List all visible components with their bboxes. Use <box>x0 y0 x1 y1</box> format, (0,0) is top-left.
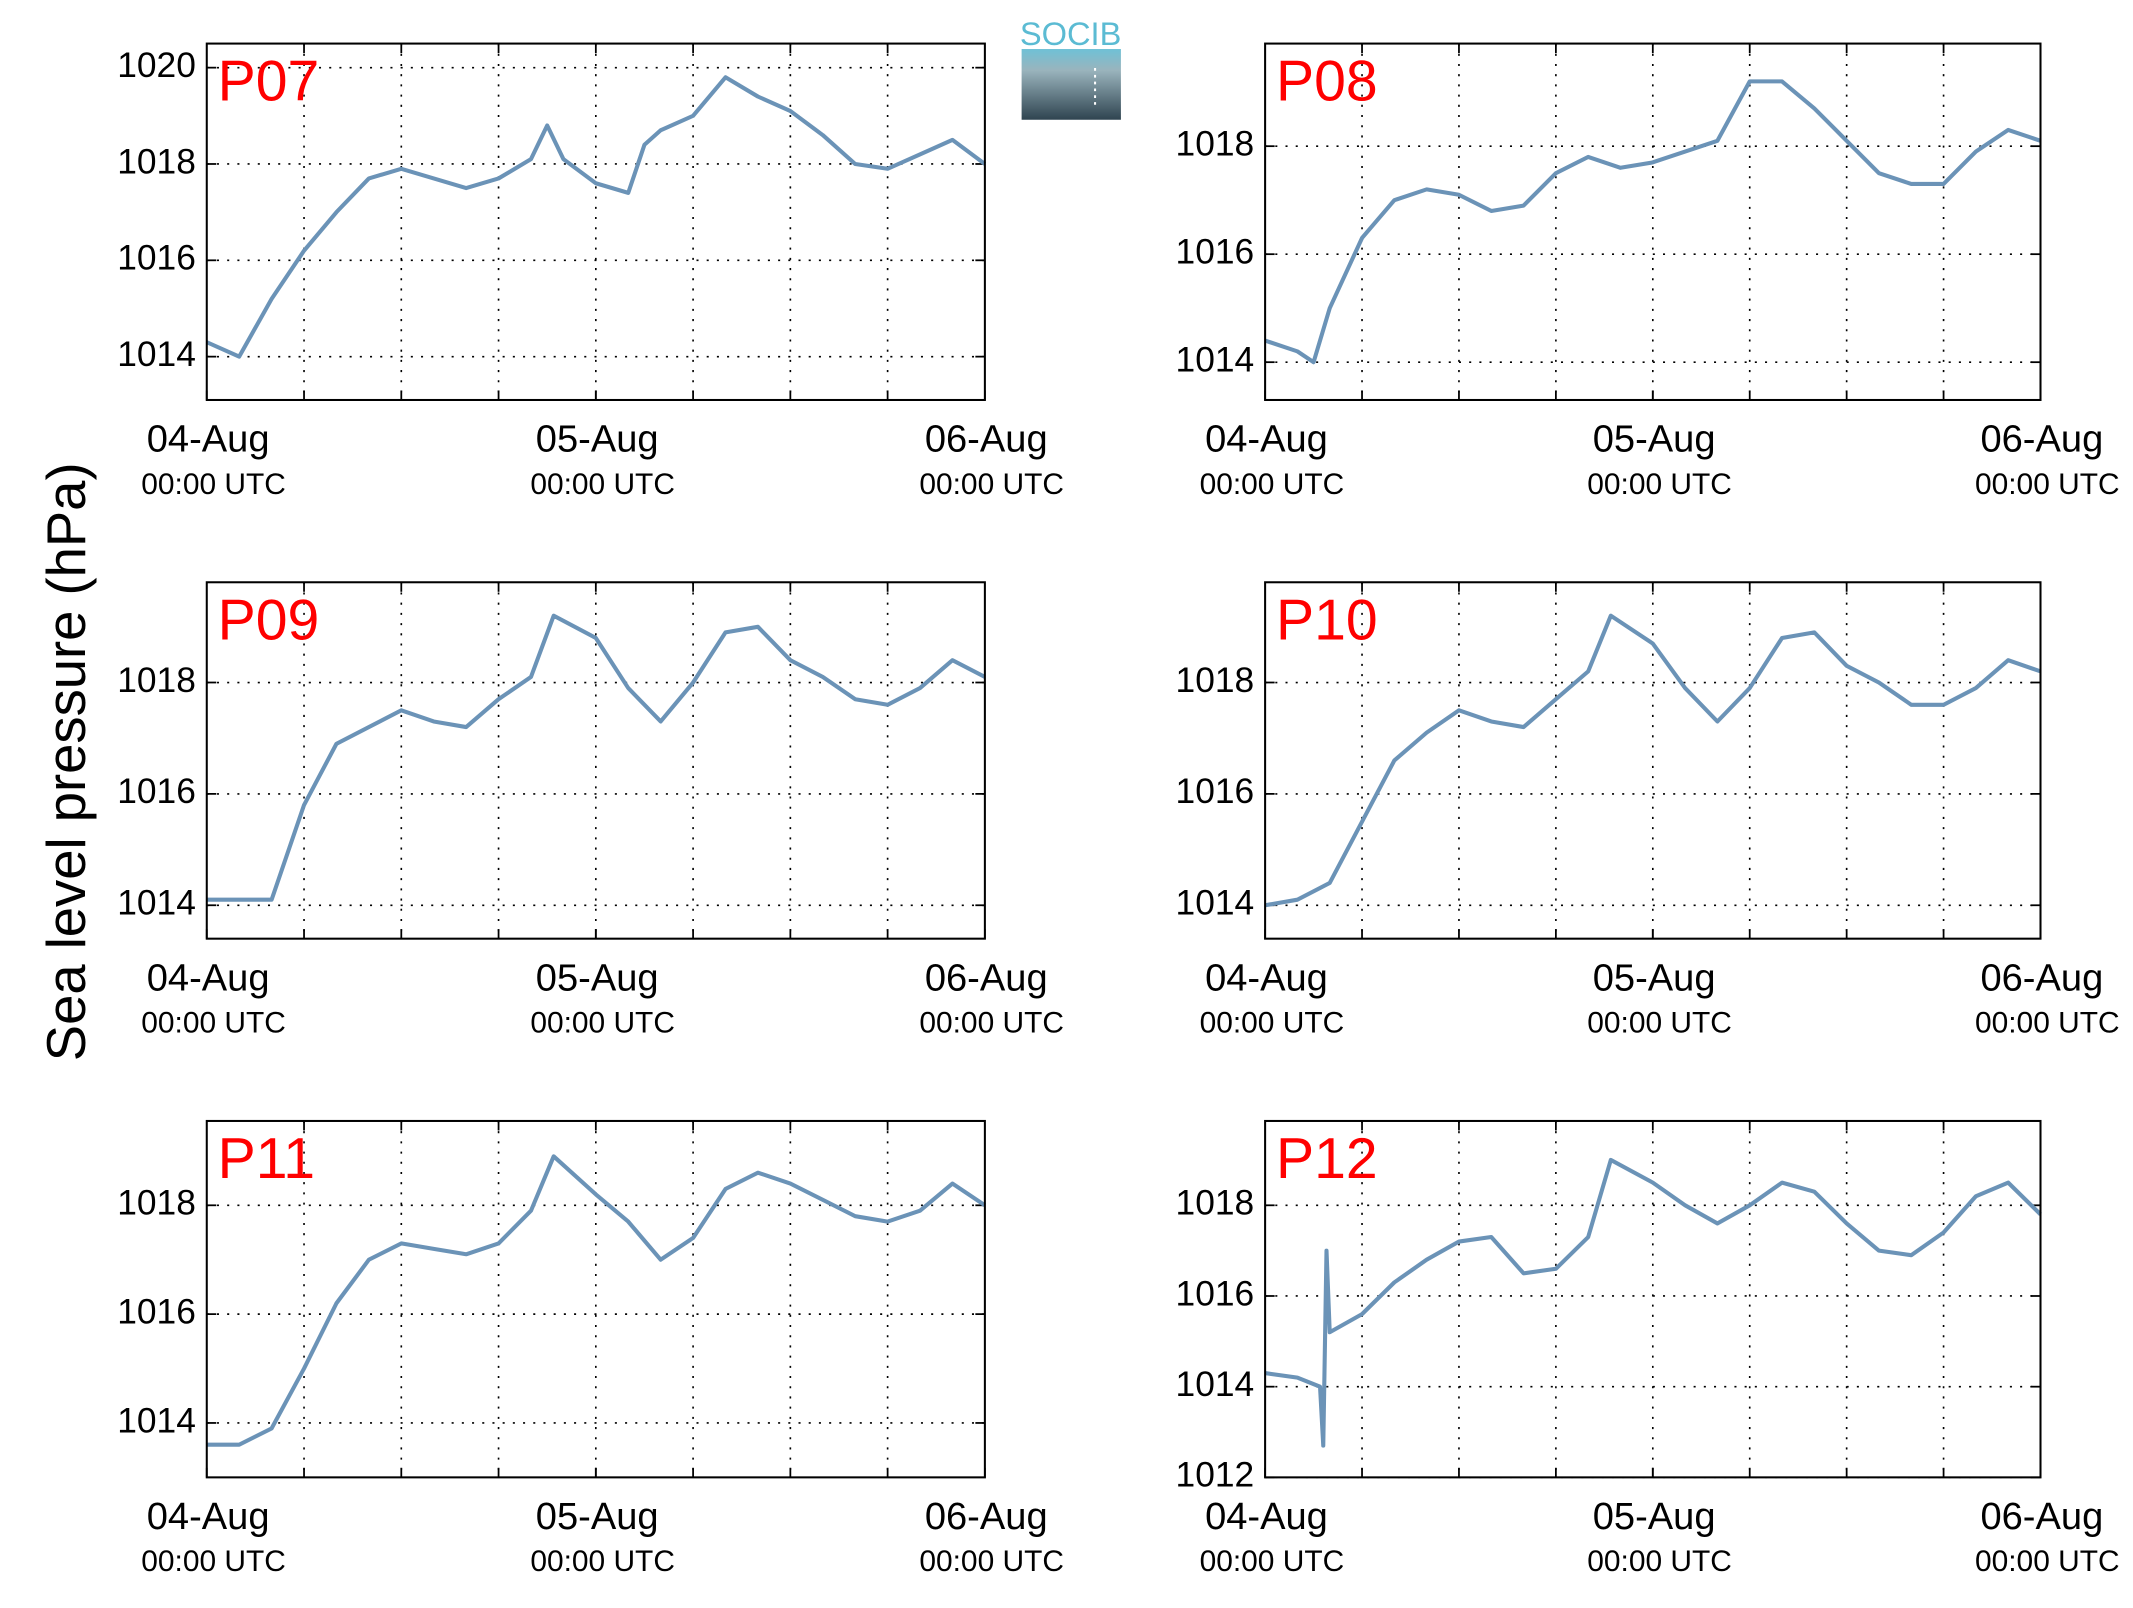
data-line <box>1264 79 2042 365</box>
plot-frame <box>205 42 986 402</box>
data-line <box>1264 1157 2042 1448</box>
y-tick-label: 1014 <box>117 335 196 374</box>
x-tick-sublabel: 00:00 UTC <box>141 1545 286 1578</box>
y-tick-label: 1014 <box>1176 1365 1255 1404</box>
logo-box <box>1021 49 1121 120</box>
y-tick-label: 1016 <box>1176 1274 1255 1313</box>
panel-title: P10 <box>1276 588 1378 652</box>
y-tick-label: 1014 <box>1176 884 1255 923</box>
y-tick-label: 1018 <box>117 661 196 700</box>
data-line <box>1264 613 2042 908</box>
x-tick-label: 04-Aug <box>1205 1496 1328 1538</box>
x-tick-label: 06-Aug <box>925 419 1048 461</box>
y-tick-label: 1014 <box>117 884 196 923</box>
x-tick-sublabel: 00:00 UTC <box>530 1007 675 1040</box>
plot-area <box>206 43 985 400</box>
x-tick-label: 06-Aug <box>925 957 1048 999</box>
x-tick-sublabel: 00:00 UTC <box>1975 468 2120 501</box>
y-tick-label: 1016 <box>117 239 196 278</box>
plot-frame <box>1264 1119 2042 1479</box>
x-tick-sublabel: 00:00 UTC <box>1200 468 1345 501</box>
x-tick-sublabel: 00:00 UTC <box>530 1545 675 1578</box>
y-tick-label: 1014 <box>1176 341 1255 380</box>
panel-title: P11 <box>218 1127 315 1191</box>
x-tick-sublabel: 00:00 UTC <box>1587 1007 1732 1040</box>
plot-area <box>1265 582 2041 939</box>
panel-title: P07 <box>218 50 320 114</box>
x-tick-sublabel: 00:00 UTC <box>919 468 1064 501</box>
x-tick-label: 05-Aug <box>536 1496 659 1538</box>
y-tick-label: 1014 <box>117 1401 196 1440</box>
plot-area <box>1265 1120 2041 1478</box>
x-tick-label: 05-Aug <box>536 419 659 461</box>
x-tick-sublabel: 00:00 UTC <box>919 1545 1064 1578</box>
y-tick-label: 1012 <box>1176 1456 1255 1495</box>
plot-frame <box>1264 42 2042 402</box>
plot-frame <box>205 581 986 940</box>
x-tick-label: 05-Aug <box>1593 1496 1716 1538</box>
x-tick-sublabel: 00:00 UTC <box>1587 1545 1732 1578</box>
x-tick-label: 04-Aug <box>147 1496 270 1538</box>
x-tick-label: 05-Aug <box>1593 957 1716 999</box>
y-tick-label: 1016 <box>117 772 196 811</box>
y-tick-label: 1016 <box>117 1292 196 1331</box>
x-tick-label: 06-Aug <box>1980 957 2103 999</box>
y-tick-label: 1018 <box>117 1184 196 1223</box>
y-tick-label: 1018 <box>1176 661 1255 700</box>
data-line <box>205 75 987 359</box>
x-tick-label: 04-Aug <box>147 957 270 999</box>
panel-title: P09 <box>218 588 320 652</box>
x-tick-sublabel: 00:00 UTC <box>1587 468 1732 501</box>
x-tick-sublabel: 00:00 UTC <box>141 468 286 501</box>
x-tick-sublabel: 00:00 UTC <box>1975 1007 2120 1040</box>
x-tick-label: 04-Aug <box>1205 419 1328 461</box>
plot-frame <box>1264 581 2042 940</box>
panel-title: P12 <box>1276 1127 1378 1191</box>
y-tick-label: 1016 <box>1176 233 1255 272</box>
x-tick-label: 04-Aug <box>1205 957 1328 999</box>
plot-area <box>206 1120 985 1478</box>
x-tick-sublabel: 00:00 UTC <box>530 468 675 501</box>
x-tick-label: 06-Aug <box>925 1496 1048 1538</box>
plot-frame <box>205 1119 986 1479</box>
y-tick-label: 1016 <box>1176 772 1255 811</box>
y-axis-label: Sea level pressure (hPa) <box>36 462 97 1061</box>
y-tick-label: 1018 <box>1176 1184 1255 1223</box>
y-tick-label: 1018 <box>117 142 196 181</box>
x-tick-sublabel: 00:00 UTC <box>1975 1545 2120 1578</box>
x-tick-sublabel: 00:00 UTC <box>919 1007 1064 1040</box>
x-tick-label: 04-Aug <box>147 419 270 461</box>
data-line <box>206 1154 987 1447</box>
x-tick-label: 06-Aug <box>1980 1496 2103 1538</box>
plot-area <box>1265 43 2041 400</box>
x-tick-label: 05-Aug <box>1593 419 1716 461</box>
x-tick-sublabel: 00:00 UTC <box>141 1007 286 1040</box>
data-line <box>206 613 986 902</box>
x-tick-sublabel: 00:00 UTC <box>1200 1007 1345 1040</box>
y-tick-label: 1018 <box>1176 125 1255 164</box>
panel-title: P08 <box>1276 50 1378 114</box>
y-tick-label: 1020 <box>117 46 196 85</box>
x-tick-sublabel: 00:00 UTC <box>1200 1545 1345 1578</box>
x-tick-label: 06-Aug <box>1980 419 2103 461</box>
logo-text: SOCIB <box>1020 15 1122 52</box>
x-tick-label: 05-Aug <box>536 957 659 999</box>
